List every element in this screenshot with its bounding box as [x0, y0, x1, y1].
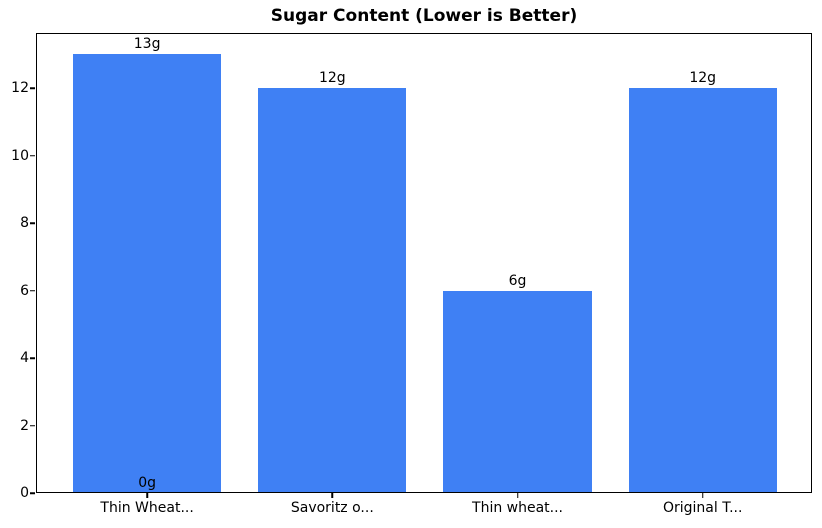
x-tick-mark-0 [146, 493, 148, 498]
x-tick-label-0: Thin Wheat... [100, 500, 194, 516]
x-tick-label-3: Original T... [662, 500, 743, 516]
y-tick-label-4: 8 [20, 215, 29, 231]
x-tick-label-2: Thin wheat... [472, 500, 564, 516]
y-tick-mark-3 [30, 289, 35, 292]
bar-1 [258, 88, 407, 493]
y-tick-label-5: 10 [11, 147, 29, 164]
y-tick-label-3: 6 [20, 282, 29, 299]
y-tick-label-1: 2 [20, 417, 29, 434]
chart-title: Sugar Content (Lower is Better) [270, 6, 578, 26]
y-tick-label-6: 12 [11, 80, 29, 96]
x-tick-mark-1 [331, 493, 334, 498]
bar-value-label-2: 6g [508, 272, 527, 289]
bar-0 [73, 54, 222, 493]
y-tick-label-2: 4 [20, 350, 29, 366]
y-tick-mark-0 [30, 492, 35, 494]
x-tick-label-1: Savoritz o... [290, 500, 374, 516]
bar-value-label-3: 12g [689, 70, 717, 87]
zero-value-annotation-0: 0g [138, 475, 157, 491]
bar-3 [628, 88, 777, 493]
y-tick-mark-2 [30, 357, 35, 359]
y-tick-mark-6 [30, 87, 35, 89]
y-tick-mark-4 [30, 222, 35, 224]
bar-value-label-1: 12g [318, 70, 346, 87]
x-tick-mark-2 [516, 493, 519, 498]
bar-2 [443, 290, 592, 493]
y-tick-label-0: 0 [20, 485, 29, 501]
y-tick-mark-5 [30, 154, 35, 157]
x-tick-mark-3 [701, 493, 704, 498]
bar-value-label-0: 13g [133, 36, 161, 53]
y-tick-mark-1 [30, 424, 35, 427]
